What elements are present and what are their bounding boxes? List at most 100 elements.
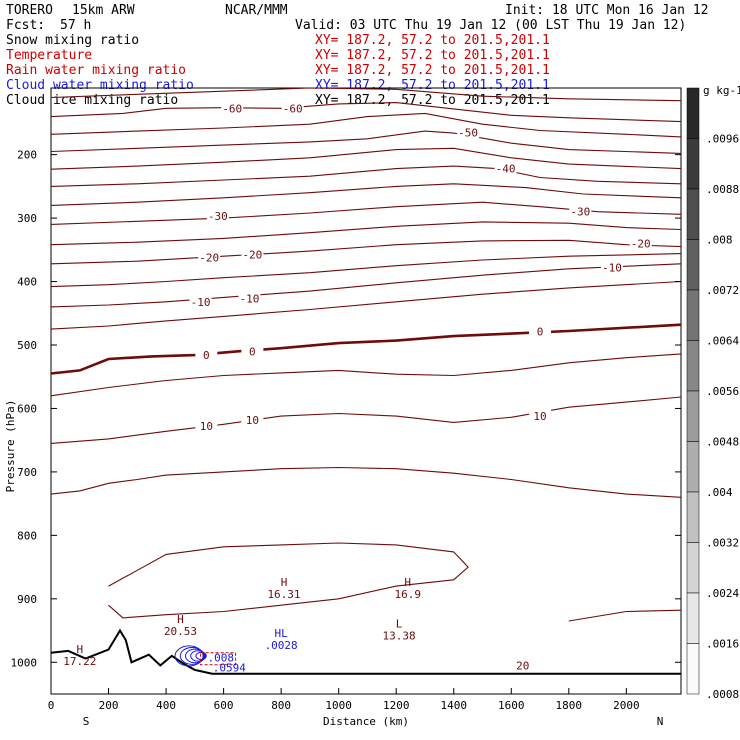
contour-label-bg-8 xyxy=(629,236,652,250)
colorbar-segment-10 xyxy=(686,592,700,644)
contour-label-bg-5 xyxy=(569,204,592,218)
contour-label-bg-4 xyxy=(206,209,229,223)
colorbar-segment-4 xyxy=(686,289,700,341)
plot-frame xyxy=(50,87,682,695)
contour-label-6: -20 xyxy=(199,251,219,264)
contour-label-bg-0 xyxy=(221,101,244,115)
contour-label-8: -20 xyxy=(631,237,651,250)
colorbar-tick-6: .0048 xyxy=(706,436,739,449)
extremum-value-4: 17.22 xyxy=(63,655,96,668)
contour-label-bg-17 xyxy=(529,409,552,423)
contour-label-12: 0 xyxy=(203,349,210,362)
y-tick-label-2: 400 xyxy=(17,276,37,289)
x-tick-label-7: 1400 xyxy=(440,699,467,712)
x-tick-label-9: 1800 xyxy=(556,699,583,712)
model-resolution: 15km ARW xyxy=(72,3,135,18)
temperature-contour-12 xyxy=(50,280,682,330)
extremum-type-2: H xyxy=(177,613,184,626)
xy-line-3: XY= 187.2, 57.2 to 201.5,201.1 xyxy=(315,78,550,93)
temperature-contour-15 xyxy=(50,396,682,444)
x-axis: 0 200 400 600 800 1000 1200 1400 1600 1800 2000 xyxy=(48,688,640,712)
extremum-value-0: 16.31 xyxy=(267,588,300,601)
xy-line-2: XY= 187.2, 57.2 to 201.5,201.1 xyxy=(315,63,550,78)
south-marker: S xyxy=(83,715,90,728)
extremum-type-4: H xyxy=(76,643,83,656)
contour-label-2: -50 xyxy=(458,126,478,139)
x-tick-label-5: 1000 xyxy=(325,699,352,712)
x-tick-label-3: 600 xyxy=(214,699,234,712)
plot-area: -60 -60 -50 -40 -30 -30 -20 -20 -20 -10 -10 -10 0 0 0 1… xyxy=(50,87,682,675)
contour-label-bg-18 xyxy=(511,658,534,672)
colorbar-tick-7: .004 xyxy=(706,486,733,499)
colorbar-tick-4: .0064 xyxy=(706,335,739,348)
colorbar-tick-9: .0024 xyxy=(706,587,739,600)
contour-label-10: -10 xyxy=(240,293,260,306)
contour-label-bg-13 xyxy=(241,344,264,358)
contour-label-bg-6 xyxy=(198,250,221,264)
y-tick-label-7: 900 xyxy=(17,593,37,606)
north-marker: N xyxy=(657,715,664,728)
xy-line-4: XY= 187.2, 57.2 to 201.5,201.1 xyxy=(315,93,550,108)
contour-label-11: -10 xyxy=(602,262,622,275)
contour-label-bg-14 xyxy=(529,324,552,338)
terrain-line xyxy=(50,628,681,675)
cloud-water-contour-1 xyxy=(179,647,205,665)
colorbar-segment-3 xyxy=(686,239,700,291)
contour-label-bg-11 xyxy=(600,260,623,274)
colorbar-tick-11: .0008 xyxy=(706,688,739,701)
extremum-type-3: L xyxy=(396,617,403,630)
x-tick-label-0: 0 xyxy=(48,699,55,712)
colorbar-tick-8: .0032 xyxy=(706,537,739,550)
field-label-cloud-ice: Cloud ice mixing ratio xyxy=(6,93,178,108)
x-axis-label: Distance (km) xyxy=(323,715,409,728)
contour-label-14: 0 xyxy=(537,326,544,339)
model-name: TORERO xyxy=(6,3,53,18)
contour-label-3: -40 xyxy=(496,163,516,176)
temperature-contour-13 xyxy=(50,323,682,375)
cloud-water-contour-0 xyxy=(174,645,204,667)
contour-label-bg-2 xyxy=(457,125,480,139)
contour-label-bg-16 xyxy=(241,412,264,426)
extremum-value-1: 16.9 xyxy=(394,588,421,601)
colorbar-tick-0: .0096 xyxy=(706,133,739,146)
contour-label-17: 10 xyxy=(533,410,546,423)
contour-label-bg-15 xyxy=(195,419,218,433)
y-tick-label-4: 600 xyxy=(17,402,37,415)
colorbar-tick-2: .008 xyxy=(706,234,733,247)
contour-label-7: -20 xyxy=(242,248,262,261)
temperature-contour-18 xyxy=(568,609,682,622)
contour-label-16: 10 xyxy=(246,414,259,427)
extremum-type-1: H xyxy=(404,576,411,589)
contour-label-bg-10 xyxy=(238,291,261,305)
temperature-contour-3 xyxy=(50,130,682,154)
contour-label-bg-9 xyxy=(189,294,212,308)
colorbar-segment-0 xyxy=(686,87,700,139)
temperature-contour-16 xyxy=(50,466,682,498)
contour-label-15: 10 xyxy=(200,420,213,433)
y-tick-label-8: 1000 xyxy=(11,656,38,669)
y-tick-label-1: 300 xyxy=(17,212,37,225)
center-name: NCAR/MMM xyxy=(225,3,288,18)
colorbar-segment-8 xyxy=(686,491,700,543)
colorbar-segment-11 xyxy=(686,643,700,695)
extremum-type-5: HL xyxy=(275,627,289,640)
colorbar-tick-3: .0072 xyxy=(706,284,739,297)
extremum-value-3: 13.38 xyxy=(383,629,416,642)
y-tick-label-6: 800 xyxy=(17,529,37,542)
temperature-contour-1 xyxy=(50,102,682,123)
colorbar-segment-1 xyxy=(686,138,700,190)
x-tick-label-4: 800 xyxy=(271,699,291,712)
temperature-contour-5 xyxy=(50,165,682,187)
contour-label-1: -60 xyxy=(283,102,303,115)
field-label-cloud-water: Cloud water mixing ratio xyxy=(6,78,194,93)
valid-time: Valid: 03 UTC Thu 19 Jan 12 (00 LST Thu … xyxy=(295,18,686,33)
field-label-snow: Snow mixing ratio xyxy=(6,33,139,48)
colorbar-segment-6 xyxy=(686,390,700,442)
colorbar-tick-5: .0056 xyxy=(706,385,739,398)
colorbar-segment-9 xyxy=(686,542,700,594)
x-tick-label-10: 2000 xyxy=(613,699,640,712)
contour-label-4: -30 xyxy=(208,210,228,223)
extremum-value-6: .008 xyxy=(207,652,234,665)
extremum-value-2: 20.53 xyxy=(164,625,197,638)
